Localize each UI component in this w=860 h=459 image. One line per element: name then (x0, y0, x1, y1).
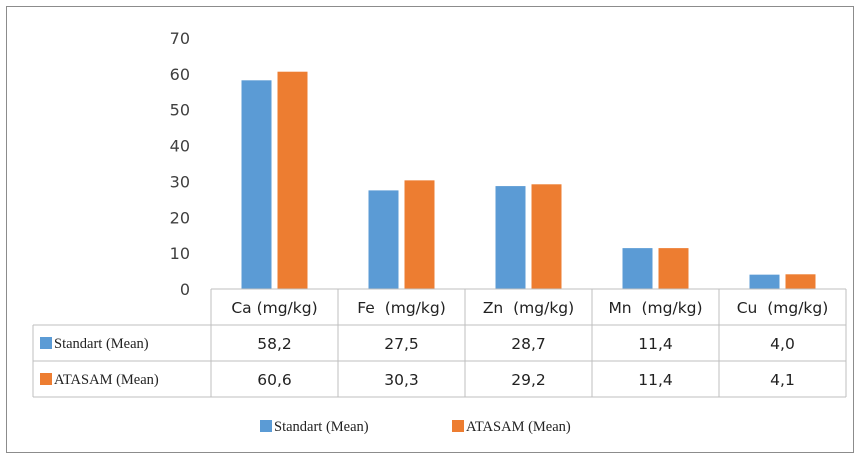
row-legend-key (40, 373, 52, 385)
y-tick-label: 70 (170, 29, 190, 48)
bar-standart-4 (749, 274, 780, 289)
y-tick-label: 20 (170, 208, 190, 227)
data-table: Ca (mg/kg) Fe (mg/kg) Zn (mg/kg) Mn (mg/kg)… (32, 288, 847, 398)
data-label: 11,4 (638, 371, 673, 389)
row-series-label: Standart (Mean) (54, 336, 149, 352)
bar-atasam-1 (404, 180, 435, 289)
data-label: 4,1 (770, 371, 795, 389)
bars (241, 71, 816, 289)
data-label: 28,7 (511, 335, 546, 353)
y-tick-label: 40 (170, 137, 190, 156)
data-label: 27,5 (384, 335, 419, 353)
data-label: 30,3 (384, 371, 419, 389)
bar-atasam-3 (658, 248, 689, 289)
category-label: Cu (mg/kg) (737, 299, 829, 317)
legend: Standart (Mean) ATASAM (Mean) (260, 419, 571, 435)
category-label: Fe (mg/kg) (357, 299, 446, 317)
bar-standart-1 (368, 190, 399, 289)
legend-key (260, 420, 272, 432)
y-tick-label: 0 (180, 280, 190, 299)
category-label: Ca (mg/kg) (231, 299, 317, 317)
bar-atasam-2 (531, 184, 562, 289)
legend-label: ATASAM (Mean) (466, 419, 571, 435)
bar-standart-0 (241, 80, 272, 289)
category-label: Zn (mg/kg) (483, 299, 574, 317)
data-label: 4,0 (770, 335, 795, 353)
data-label: 58,2 (257, 335, 292, 353)
y-tick-label: 10 (170, 244, 190, 263)
category-label: Mn (mg/kg) (608, 299, 702, 317)
legend-key (452, 420, 464, 432)
row-legend-key (40, 337, 52, 349)
data-label: 11,4 (638, 335, 673, 353)
y-tick-label: 60 (170, 65, 190, 84)
bar-atasam-0 (277, 71, 308, 289)
bar-standart-2 (495, 186, 526, 289)
y-tick-label: 50 (170, 101, 190, 120)
row-series-label: ATASAM (Mean) (54, 372, 159, 388)
data-label: 29,2 (511, 371, 546, 389)
data-label: 60,6 (257, 371, 292, 389)
y-tick-label: 30 (170, 172, 190, 191)
bar-atasam-4 (785, 274, 816, 289)
legend-label: Standart (Mean) (274, 419, 369, 435)
y-axis: 0 10 20 30 40 50 60 70 (170, 29, 190, 299)
bar-standart-3 (622, 248, 653, 289)
